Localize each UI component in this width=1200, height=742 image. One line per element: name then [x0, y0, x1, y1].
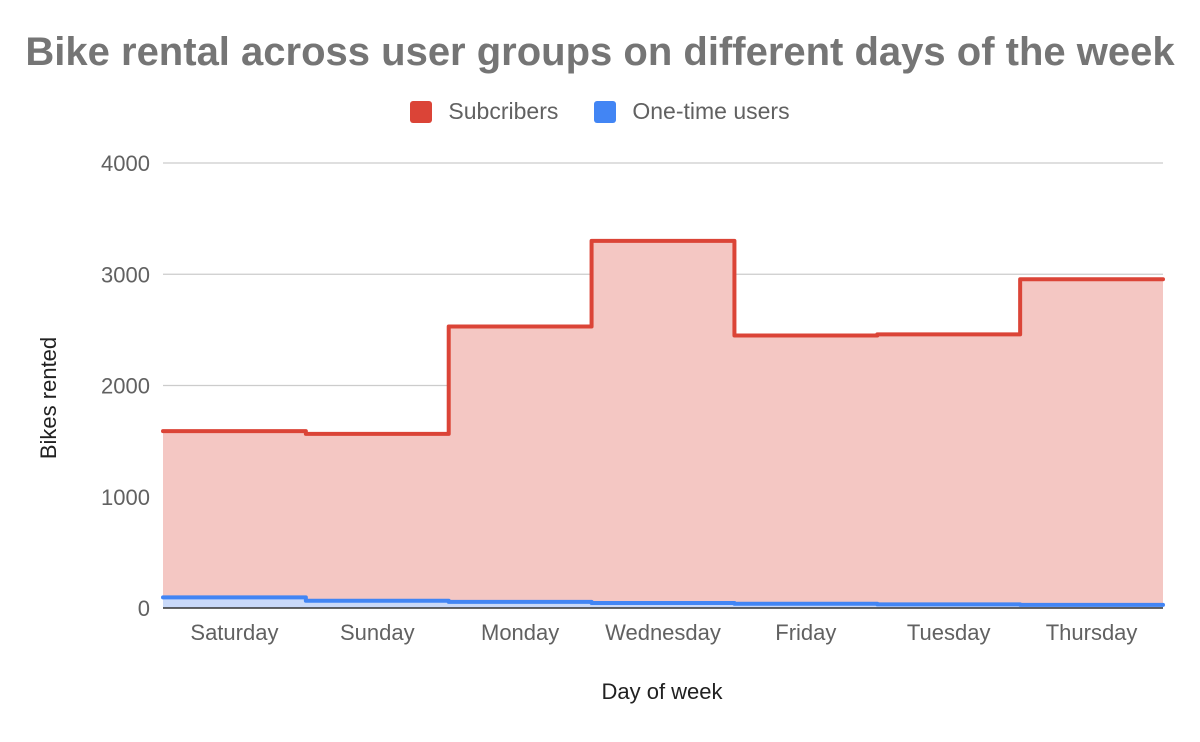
point-subscribers-tuesday — [877, 331, 1020, 337]
point-onetime-users-monday — [449, 599, 592, 605]
point-onetime-users-sunday — [306, 598, 449, 604]
legend-item-onetime-users[interactable]: One-time users — [594, 98, 790, 125]
legend-label-onetime-users: One-time users — [632, 98, 790, 124]
x-axis-label: Day of week — [601, 679, 723, 704]
x-tick-label: Friday — [775, 620, 836, 645]
y-axis-label: Bikes rented — [36, 337, 61, 459]
y-axis-ticks: 0 1000 2000 3000 4000 — [101, 151, 150, 621]
point-subscribers-friday — [734, 332, 877, 338]
line-subscribers — [161, 238, 1165, 436]
y-tick-label: 3000 — [101, 262, 150, 287]
x-tick-label: Tuesday — [907, 620, 991, 645]
line-onetime-users — [161, 595, 1165, 607]
x-tick-label: Wednesday — [605, 620, 721, 645]
legend-swatch-onetime-users — [594, 100, 617, 123]
point-onetime-users-tuesday — [877, 601, 1020, 607]
chart-title: Bike rental across user groups on differ… — [25, 30, 1175, 74]
x-tick-label: Monday — [481, 620, 559, 645]
point-subscribers-saturday — [163, 428, 306, 434]
point-subscribers-wednesday — [592, 238, 735, 244]
series-areas — [163, 240, 1163, 608]
chart-legend: Subcribers One-time users — [0, 98, 1200, 125]
x-axis-ticks: Saturday Sunday Monday Wednesday Friday Tuesd… — [190, 620, 1137, 645]
legend-swatch-subscribers — [410, 100, 433, 123]
y-tick-label: 2000 — [101, 374, 150, 399]
legend-item-subscribers[interactable]: Subcribers — [410, 98, 558, 125]
point-onetime-users-thursday — [1020, 602, 1163, 608]
point-subscribers-thursday — [1020, 276, 1163, 282]
legend-label-subscribers: Subcribers — [448, 98, 559, 124]
y-tick-label: 1000 — [101, 485, 150, 510]
y-tick-label: 0 — [138, 596, 150, 621]
point-onetime-users-wednesday — [592, 600, 735, 606]
point-subscribers-monday — [449, 324, 592, 330]
point-onetime-users-saturday — [163, 594, 306, 600]
series-lines — [161, 238, 1165, 608]
point-onetime-users-friday — [734, 601, 877, 607]
x-tick-label: Sunday — [340, 620, 415, 645]
point-subscribers-sunday — [306, 431, 449, 437]
y-tick-label: 4000 — [101, 151, 150, 176]
x-tick-label: Saturday — [190, 620, 278, 645]
x-tick-label: Thursday — [1046, 620, 1138, 645]
area-subscribers — [163, 240, 1163, 608]
